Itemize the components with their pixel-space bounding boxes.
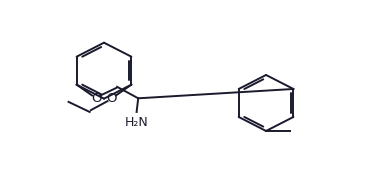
Text: O: O [91,92,101,105]
Text: O: O [107,92,117,105]
Text: H₂N: H₂N [124,116,148,129]
